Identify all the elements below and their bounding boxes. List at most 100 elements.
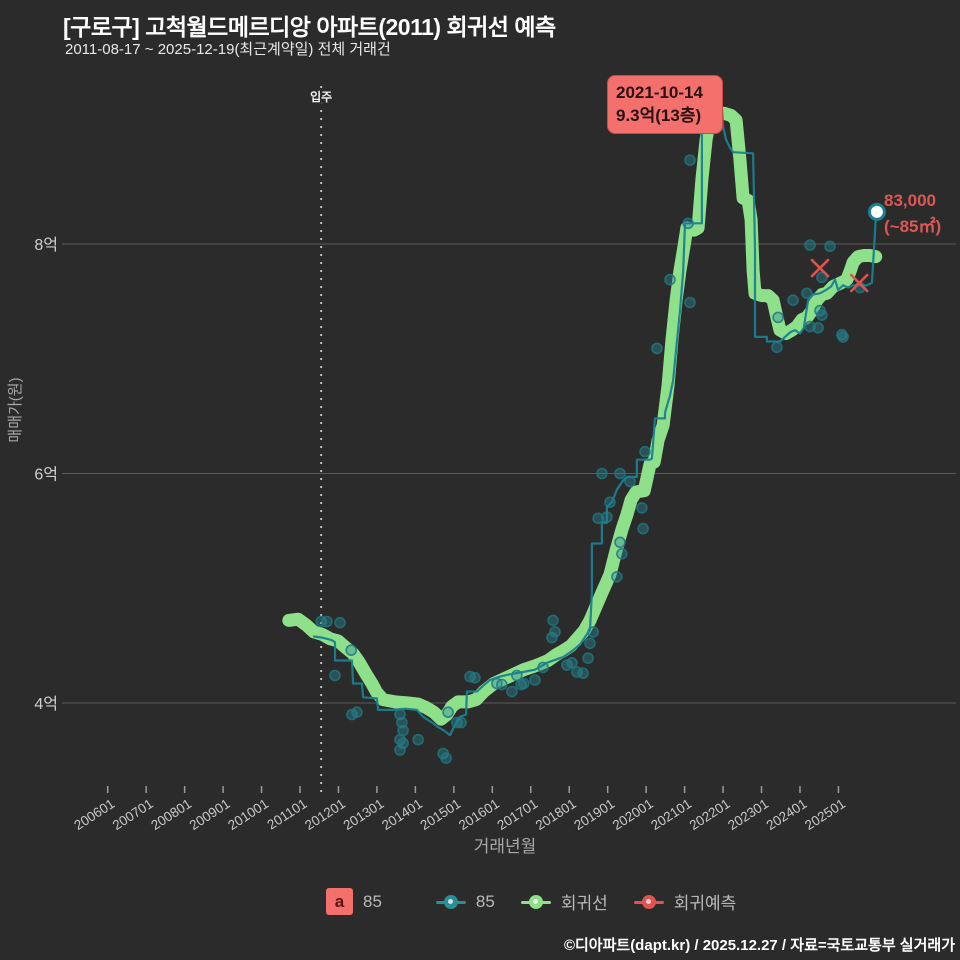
transaction-point[interactable]: [614, 467, 626, 480]
legend-item-annotation-toggle[interactable]: a 85: [326, 888, 382, 915]
transaction-point[interactable]: [329, 669, 341, 682]
transaction-point[interactable]: [816, 271, 828, 284]
x-tick-label: 200601: [71, 796, 117, 833]
annotation-date: 2021-10-14: [616, 83, 703, 102]
move-in-label: 입주: [310, 90, 332, 104]
teal-line-marker-icon: [435, 894, 466, 910]
transaction-point[interactable]: [566, 656, 578, 669]
transaction-point[interactable]: [637, 522, 649, 535]
transaction-point[interactable]: [506, 685, 518, 698]
legend-item-regression[interactable]: 회귀선: [520, 889, 608, 914]
actual-price-line: [312, 97, 878, 737]
y-tick-label: 4억: [34, 695, 58, 713]
x-axis-ticks: 2006012007012008012009012010012011012012…: [71, 786, 848, 833]
legend-item-prediction[interactable]: 회귀예측: [633, 889, 737, 914]
x-tick-label: 201901: [571, 796, 617, 833]
regression-line: [282, 106, 883, 726]
forecast-point-dot[interactable]: [867, 202, 886, 221]
transaction-point[interactable]: [577, 667, 589, 680]
x-tick-label: 200801: [148, 796, 194, 833]
transaction-point[interactable]: [547, 614, 559, 627]
y-axis-title: 매매가(원): [7, 377, 24, 442]
annotation-swatch[interactable]: a: [326, 888, 353, 915]
transaction-point[interactable]: [334, 616, 346, 629]
transaction-point[interactable]: [684, 296, 696, 309]
y-axis-ticks: 8억 6억 4억: [34, 236, 58, 713]
page-subtitle: 2011-08-17 ~ 2025-12-19(최근계약일) 전체 거래건: [65, 41, 391, 58]
transaction-point[interactable]: [345, 644, 358, 657]
legend-item-actual[interactable]: 85: [435, 891, 495, 912]
transaction-point[interactable]: [412, 733, 424, 746]
transaction-point[interactable]: [584, 637, 596, 650]
transaction-point[interactable]: [582, 652, 594, 665]
x-tick-label: 200701: [110, 796, 156, 833]
prediction-x-marker[interactable]: [810, 258, 830, 278]
transaction-point[interactable]: [816, 309, 828, 321]
x-tick-label: 201701: [494, 796, 540, 833]
transaction-point[interactable]: [529, 674, 541, 686]
transaction-point[interactable]: [614, 536, 626, 549]
transaction-point[interactable]: [496, 678, 508, 691]
legend-label: 회귀선: [560, 894, 608, 913]
transaction-point[interactable]: [611, 570, 623, 583]
transaction-point[interactable]: [351, 706, 363, 719]
y-tick-label: 8억: [34, 236, 58, 254]
transaction-point[interactable]: [664, 273, 676, 286]
transaction-point[interactable]: [684, 154, 696, 166]
transaction-point[interactable]: [787, 294, 799, 307]
x-tick-label: 201801: [533, 796, 579, 833]
prediction-x-markers[interactable]: [810, 258, 869, 293]
transaction-point[interactable]: [592, 512, 604, 525]
page-title: [구로구] 고척월드메르디앙 아파트(2011) 회귀선 예측: [63, 14, 556, 40]
y-tick-label: 6억: [34, 466, 58, 484]
forecast-area: (~85㎡): [884, 217, 942, 236]
transaction-point[interactable]: [837, 331, 849, 343]
transaction-point[interactable]: [804, 239, 816, 251]
x-tick-label: 201101: [265, 796, 310, 833]
x-tick-label: 201301: [341, 796, 387, 833]
footer-credit: ©디아파트(dapt.kr) / 2025.12.27 / 자료=국토교통부 실…: [563, 937, 955, 954]
legend-label: 회귀예측: [673, 894, 737, 913]
gridlines: [62, 243, 956, 704]
transaction-point[interactable]: [772, 311, 784, 324]
transaction-point[interactable]: [394, 744, 406, 756]
transaction-point[interactable]: [639, 445, 651, 458]
x-tick-label: 202001: [610, 796, 656, 833]
x-tick-label: 202101: [648, 796, 694, 833]
transaction-point[interactable]: [442, 706, 454, 719]
x-tick-label: 202501: [802, 796, 848, 833]
x-axis-title: 거래년월: [474, 837, 537, 856]
x-tick-label: 202201: [687, 796, 733, 833]
transaction-point[interactable]: [812, 321, 824, 334]
legend-label: 85: [475, 891, 495, 911]
x-tick-label: 201601: [456, 796, 502, 833]
green-line-marker-icon: [520, 894, 551, 910]
prediction-x-marker[interactable]: [849, 273, 869, 293]
max-price-annotation: 2021-10-14 9.3억(13층): [607, 75, 723, 134]
annotation-price: 9.3억(13층): [616, 106, 702, 125]
transaction-point[interactable]: [546, 631, 558, 644]
transaction-point[interactable]: [549, 626, 561, 638]
x-tick-label: 202401: [764, 796, 810, 833]
x-tick-label: 201501: [418, 796, 464, 833]
transaction-point[interactable]: [771, 341, 783, 354]
legend: a 85 85 회귀선 회귀예측: [326, 888, 736, 915]
x-tick-label: 200901: [187, 796, 233, 833]
transaction-point[interactable]: [596, 467, 608, 480]
transaction-points[interactable]: [315, 92, 866, 764]
transaction-point[interactable]: [616, 547, 628, 560]
forecast-dot[interactable]: [867, 202, 886, 221]
transaction-point[interactable]: [321, 615, 333, 628]
transaction-point[interactable]: [440, 752, 452, 764]
transaction-point[interactable]: [824, 240, 836, 253]
transaction-point[interactable]: [801, 287, 813, 300]
transaction-point[interactable]: [469, 671, 481, 684]
transaction-point[interactable]: [651, 342, 663, 355]
x-tick-label: 201001: [225, 796, 271, 833]
transaction-point[interactable]: [517, 677, 530, 690]
move-in-marker-line: 입주: [308, 86, 334, 792]
x-tick-label: 202301: [725, 796, 771, 833]
x-tick-label: 201201: [302, 796, 348, 833]
transaction-point[interactable]: [636, 502, 648, 514]
